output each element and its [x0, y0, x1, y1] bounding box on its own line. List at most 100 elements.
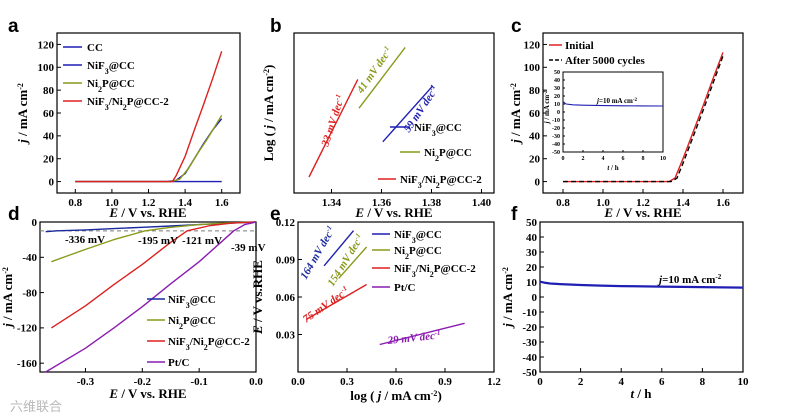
x-tick-label: 6 [622, 156, 625, 162]
annotation-onset: -121 mV [182, 235, 222, 247]
y-tick-label: -160 [17, 358, 38, 370]
legend-item: NiF3/Ni2P@CC-2 [87, 96, 169, 112]
y-tick-label: -120 [17, 323, 38, 335]
y-tick-label: 30 [526, 247, 538, 259]
y-tick-label: 0.09 [276, 254, 296, 266]
x-tick-label: 1.4 [676, 197, 690, 209]
panel-d: d -0.3 -0.2 -0.1 0.0 0 -40 -80 -120 -160 -336 mV… [0, 204, 266, 401]
x-tick-label: 0 [537, 376, 543, 388]
legend: NiF3@CC Ni2P@CC NiF3/Ni2P@CC-2 [378, 122, 482, 190]
annotation-onset: -39 mV [231, 242, 266, 254]
x-tick-label: 1.4 [178, 197, 192, 209]
y-tick-label: 60 [43, 108, 55, 120]
legend-item: CC [87, 42, 103, 54]
y-tick-label: 40 [526, 232, 538, 244]
y-tick-label: -40 [522, 352, 537, 364]
y-tick-label: 40 [43, 131, 55, 143]
x-tick-label: 2 [582, 156, 585, 162]
y-tick-label: 20 [554, 94, 560, 100]
x-tick-label: 8 [700, 376, 706, 388]
series-line [75, 51, 223, 183]
panel-f: f 0 2 4 6 8 10 -50 -40 -30 -20 -10 0 10 20 30 40 50 j=10… [500, 204, 749, 401]
x-tick-label: 0.8 [556, 197, 570, 209]
series-line [562, 101, 664, 107]
y-tick-label: 80 [43, 85, 55, 97]
y-tick-label: -50 [552, 150, 560, 156]
y-tick-label: -30 [552, 134, 560, 140]
watermark: 六维联合 [10, 400, 62, 415]
inset-y-label: j / mA cm-2 [543, 90, 551, 124]
x-tick-label: -0.3 [77, 376, 95, 388]
inset-x-label: t / h [607, 164, 618, 172]
legend-item: NiF3@CC [414, 122, 462, 138]
legend: CC NiF3@CC Ni2P@CC NiF3/Ni2P@CC-2 [63, 42, 169, 112]
panel-label-c: c [511, 16, 522, 37]
legend-item: NiF3/Ni2P@CC-2 [394, 263, 476, 279]
y-tick-label: -40 [552, 142, 560, 148]
x-tick-label: 0 [562, 156, 565, 162]
y-axis-label: j / mA cm-2 [0, 267, 15, 329]
annotation-onset: -195 mV [138, 235, 178, 247]
x-tick-label: 1.2 [487, 376, 501, 388]
y-tick-label: -20 [552, 126, 560, 132]
x-tick-label: 0.0 [291, 376, 305, 388]
legend-item: After 5000 cycles [565, 55, 646, 67]
y-tick-label: 0 [32, 217, 38, 229]
y-tick-label: 0 [532, 292, 538, 304]
series-line [379, 322, 465, 346]
x-axis-label: t / h [631, 386, 653, 401]
x-axis-label: E / V vs. RHE [108, 386, 186, 401]
y-tick-label: 40 [554, 78, 560, 84]
x-tick-label: 4 [602, 156, 605, 162]
y-tick-label: 20 [43, 154, 55, 166]
x-tick-label: 2 [578, 376, 584, 388]
y-tick-label: 10 [526, 277, 538, 289]
series-line [338, 246, 368, 279]
y-tick-label: 50 [526, 217, 538, 229]
series-line [563, 55, 724, 183]
y-tick-label: 120 [38, 39, 55, 51]
legend-item: Ni2P@CC [87, 78, 135, 94]
plot-frame [293, 32, 495, 194]
annotation-slope: 33 mV dec-1 [318, 93, 347, 149]
plot-frame [56, 32, 241, 194]
legend-item: NiF3@CC [87, 60, 135, 76]
y-tick-label: -10 [522, 307, 537, 319]
legend-item: Pt/C [168, 357, 189, 369]
y-tick-label: 0.03 [276, 329, 296, 341]
y-tick-label: -40 [22, 252, 37, 264]
series-line [75, 114, 223, 183]
y-tick-label: 60 [529, 108, 541, 120]
plot-frame [539, 221, 744, 373]
panel-e: e 0.0 0.3 0.6 0.9 1.20.030.060.090.12 164 mV… [250, 204, 501, 403]
y-tick-label: 0.12 [276, 217, 296, 229]
series-line [45, 221, 257, 373]
x-tick-label: 1.0 [105, 197, 119, 209]
x-tick-label: 0.8 [68, 197, 82, 209]
y-tick-label: -30 [522, 337, 537, 349]
legend: NiF3@CC Ni2P@CC NiF3/Ni2P@CC-2 Pt/C [147, 294, 250, 369]
x-tick-label: 8 [642, 156, 645, 162]
x-tick-label: 1.34 [322, 197, 342, 209]
y-axis-label: j / mA cm-2 [15, 83, 30, 145]
y-tick-label: 0 [49, 176, 55, 188]
y-tick-label: 30 [554, 86, 560, 92]
plot-frame [39, 221, 257, 373]
panel-label-a: a [8, 16, 19, 37]
y-tick-label: 50 [554, 70, 560, 76]
series-line [305, 283, 367, 321]
y-tick-label: 40 [529, 131, 541, 143]
y-axis-label: j / mA cm-2 [500, 267, 515, 329]
inset-frame [562, 71, 664, 153]
x-tick-label: 0.9 [438, 376, 452, 388]
x-tick-label: -0.1 [190, 376, 207, 388]
x-axis-label: E / V vs. RHE [603, 205, 681, 220]
y-tick-label: 100 [524, 62, 541, 74]
legend-item: Pt/C [394, 282, 415, 294]
y-tick-label: 0 [557, 110, 560, 116]
y-axis-label: Log ( j / mA cm-2) [261, 65, 276, 162]
y-tick-label: 20 [529, 154, 541, 166]
inset-annotation: j=10 mA cm-2 [596, 97, 638, 105]
